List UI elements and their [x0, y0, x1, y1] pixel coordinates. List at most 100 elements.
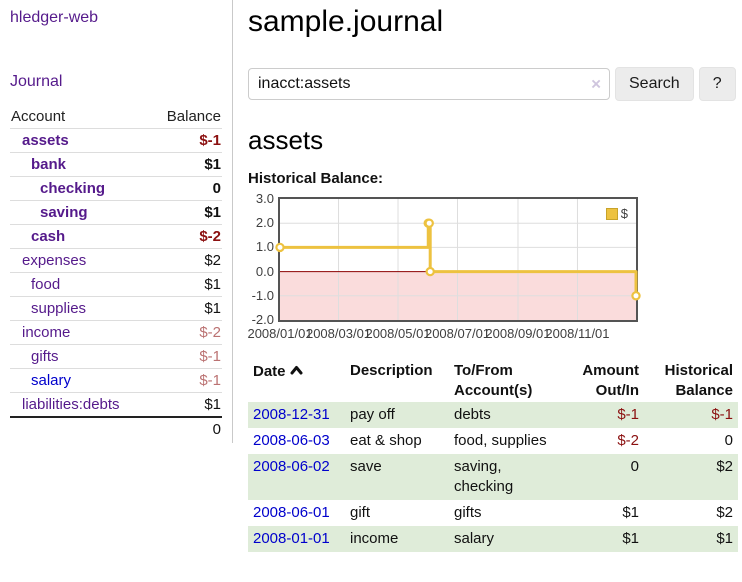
transaction-row: 2008-12-31 pay off debts $-1 $-1 [248, 402, 738, 428]
account-row: bank $1 [10, 152, 222, 177]
transaction-description: pay off [345, 402, 449, 428]
account-row: assets $-1 [10, 128, 222, 153]
chart-legend: $ [603, 206, 630, 221]
accounts-header-account: Account [11, 108, 66, 125]
transaction-description: save [345, 454, 449, 500]
transaction-date-link[interactable]: 2008-12-31 [253, 406, 330, 423]
transaction-date-link[interactable]: 2008-01-01 [253, 530, 330, 547]
transaction-amount: $1 [622, 504, 639, 521]
register-header-amount: Amount Out/In [582, 362, 639, 399]
historical-balance-chart: $ 3.0 2.0 1.0 0.0 -1.0 -2.0 2008/01/01 2008/03/… [247, 192, 641, 341]
account-balance: $-2 [150, 224, 222, 249]
legend-label: $ [620, 206, 628, 221]
transaction-amount: $-2 [617, 432, 639, 449]
x-axis-tick-label: 2008/01/01 [247, 326, 313, 341]
transaction-accounts: gifts [454, 504, 482, 521]
transaction-row: 2008-06-01 gift gifts $1 $2 [248, 500, 738, 526]
transaction-date-link[interactable]: 2008-06-02 [253, 458, 330, 475]
account-link-salary[interactable]: salary [31, 372, 72, 389]
account-link-saving[interactable]: saving [40, 204, 88, 221]
transaction-description: eat & shop [350, 432, 422, 449]
transaction-amount: 0 [565, 454, 644, 500]
search-button[interactable]: Search [615, 67, 694, 101]
transaction-amount: $1 [565, 526, 644, 552]
transaction-row: 2008-06-03 eat & shop food, supplies $-2 0 [248, 428, 738, 454]
accounts-balance-table: Account Balance assets $-1 bank $1 checking 0… [10, 105, 222, 441]
y-axis-tick-label: 3.0 [255, 191, 274, 206]
chart-canvas [275, 199, 641, 320]
x-axis-tick-label: 2008/07/01 [424, 326, 491, 341]
chart-plot-area: $ [275, 197, 641, 322]
account-link-bank[interactable]: bank [31, 156, 67, 173]
page-title: sample.journal [248, 5, 444, 38]
account-balance: $-2 [150, 320, 222, 345]
accounts-header-row: Account Balance [10, 105, 222, 129]
search-row: × Search ? [248, 67, 741, 101]
x-axis-tick-label: 2008/03/01 [305, 326, 372, 341]
register-header-description: Description [350, 362, 433, 379]
y-axis-tick-label: 2.0 [255, 215, 274, 231]
transaction-balance: $2 [644, 454, 738, 500]
account-balance: 0 [150, 176, 222, 201]
search-box: × [248, 68, 610, 100]
transaction-accounts: saving, checking [449, 454, 565, 500]
y-axis-tick-label: -2.0 [251, 312, 274, 327]
register-table: Date Description To/From Account(s) Amou… [248, 358, 738, 552]
register-header-balance: Historical Balance [664, 362, 733, 399]
accounts-total-value: 0 [150, 416, 222, 441]
app-window: hledger-web Journal Account Balance asse… [0, 0, 741, 552]
account-balance: $1 [150, 392, 222, 417]
transaction-amount: $-1 [565, 402, 644, 428]
account-link-cash[interactable]: cash [31, 228, 66, 245]
x-axis-tick-label: 2008/09/01 [485, 326, 551, 341]
account-row: cash $-2 [10, 224, 222, 249]
transaction-row: 2008-01-01 income salary $1 $1 [248, 526, 738, 552]
account-balance: $1 [150, 272, 222, 297]
account-row: gifts $-1 [10, 344, 222, 369]
account-row: saving $1 [10, 200, 222, 225]
sidebar-item-journal[interactable]: Journal [10, 73, 63, 90]
account-link-liabilities-debts[interactable]: liabilities:debts [22, 396, 120, 413]
account-link-gifts[interactable]: gifts [31, 348, 59, 365]
account-link-food[interactable]: food [31, 276, 61, 293]
account-balance: $2 [150, 248, 222, 273]
account-link-income[interactable]: income [22, 324, 71, 341]
accounts-total-spacer [10, 416, 151, 441]
sidebar: hledger-web Journal Account Balance asse… [0, 0, 233, 443]
account-balance: $1 [150, 200, 222, 225]
clear-search-icon[interactable]: × [591, 74, 601, 94]
transaction-date-link[interactable]: 2008-06-03 [253, 432, 330, 449]
account-row: supplies $1 [10, 296, 222, 321]
legend-swatch-icon [605, 207, 618, 220]
chart-title: Historical Balance: [248, 170, 384, 187]
register-header-date[interactable]: Date [248, 358, 345, 402]
main-content: sample.journal × Search ? assets Histori… [233, 0, 741, 552]
sort-ascending-icon [290, 361, 303, 381]
transaction-accounts: food, supplies [454, 432, 547, 449]
accounts-header-balance: Balance [166, 108, 221, 125]
transaction-balance: $2 [716, 504, 733, 521]
y-axis-tick-label: 0.0 [255, 263, 274, 279]
account-balance: $-1 [150, 368, 222, 393]
account-link-checking[interactable]: checking [40, 180, 106, 197]
transaction-date-link[interactable]: 2008-06-01 [253, 504, 330, 521]
help-button[interactable]: ? [698, 67, 736, 101]
account-link-supplies[interactable]: supplies [31, 300, 87, 317]
account-row: checking 0 [10, 176, 222, 201]
account-row: income $-2 [10, 320, 222, 345]
transaction-row: 2008-06-02 save saving, checking 0 $2 [248, 454, 738, 500]
account-row: expenses $2 [10, 248, 222, 273]
account-row: food $1 [10, 272, 222, 297]
brand-link[interactable]: hledger-web [10, 9, 99, 26]
account-balance: $1 [150, 152, 222, 177]
account-balance: $-1 [150, 344, 222, 369]
register-header-accounts: To/From Account(s) [454, 362, 533, 399]
transaction-description: income [345, 526, 449, 552]
account-link-expenses[interactable]: expenses [22, 252, 87, 269]
y-axis-tick-label: -1.0 [251, 287, 274, 303]
y-axis-tick-label: 1.0 [255, 239, 274, 255]
account-heading: assets [248, 125, 324, 155]
search-input[interactable] [248, 68, 610, 100]
account-link-assets[interactable]: assets [22, 132, 69, 149]
transaction-balance: $-1 [644, 402, 738, 428]
